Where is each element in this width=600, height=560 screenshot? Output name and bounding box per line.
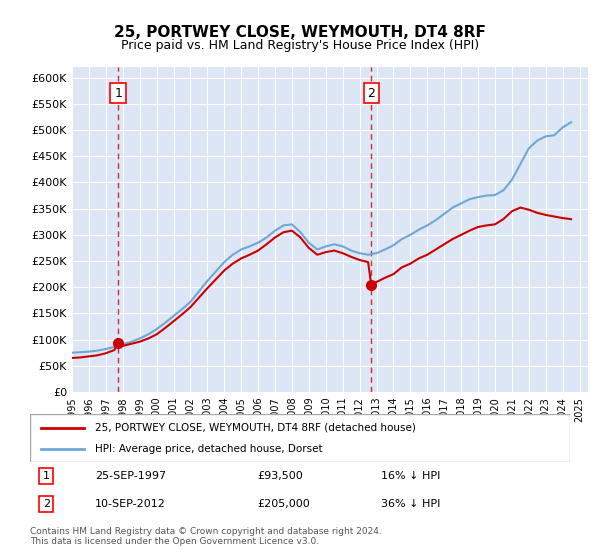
Text: £93,500: £93,500 [257,471,302,481]
Text: 25, PORTWEY CLOSE, WEYMOUTH, DT4 8RF: 25, PORTWEY CLOSE, WEYMOUTH, DT4 8RF [114,25,486,40]
Text: 1: 1 [43,471,50,481]
Text: 2: 2 [43,499,50,509]
Text: £205,000: £205,000 [257,499,310,509]
Text: 1: 1 [114,87,122,100]
Text: 10-SEP-2012: 10-SEP-2012 [95,499,166,509]
Text: HPI: Average price, detached house, Dorset: HPI: Average price, detached house, Dors… [95,444,322,454]
Text: 16% ↓ HPI: 16% ↓ HPI [381,471,440,481]
Text: 36% ↓ HPI: 36% ↓ HPI [381,499,440,509]
Text: 2: 2 [367,87,375,100]
FancyBboxPatch shape [30,414,570,462]
Text: 25-SEP-1997: 25-SEP-1997 [95,471,166,481]
Text: Contains HM Land Registry data © Crown copyright and database right 2024.
This d: Contains HM Land Registry data © Crown c… [30,526,382,546]
Text: Price paid vs. HM Land Registry's House Price Index (HPI): Price paid vs. HM Land Registry's House … [121,39,479,52]
Text: 25, PORTWEY CLOSE, WEYMOUTH, DT4 8RF (detached house): 25, PORTWEY CLOSE, WEYMOUTH, DT4 8RF (de… [95,423,416,433]
